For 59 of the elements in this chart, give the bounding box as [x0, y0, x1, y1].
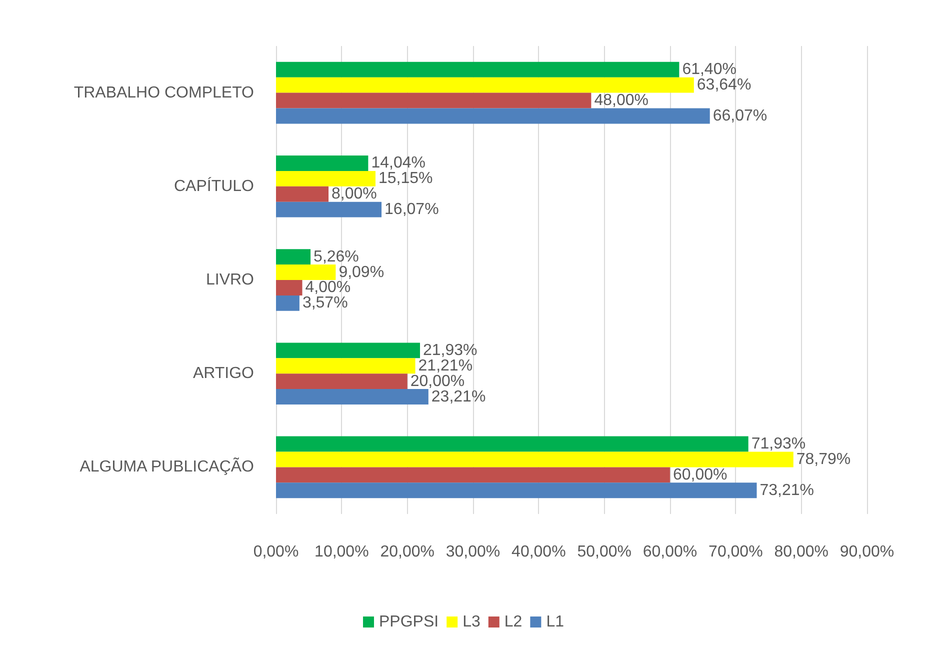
bar: [276, 264, 336, 280]
bar: [276, 77, 694, 93]
bar: [276, 62, 680, 78]
data-label: 63,64%: [696, 76, 752, 94]
x-tick-label: 60,00%: [642, 544, 698, 560]
data-label: 78,79%: [796, 450, 851, 468]
bar: [276, 186, 329, 202]
x-tick-label: 30,00%: [446, 544, 500, 560]
bar: [276, 202, 382, 218]
data-label: 14,04%: [371, 154, 426, 172]
x-tick-label: 80,00%: [774, 544, 828, 560]
bar: [276, 108, 710, 124]
data-label: 66,07%: [712, 107, 768, 124]
bar: [276, 170, 376, 186]
data-label: 73,21%: [760, 482, 814, 499]
data-label: 15,15%: [378, 170, 433, 188]
x-tick-label: 20,00%: [380, 544, 434, 560]
data-label: 60,00%: [673, 466, 728, 484]
data-label: 3,57%: [302, 294, 348, 312]
bar: [276, 280, 302, 296]
x-tick-label: 50,00%: [577, 544, 632, 560]
data-label: 16,07%: [384, 201, 439, 218]
bar: [276, 374, 408, 390]
bar: [276, 156, 368, 171]
bar: [276, 389, 428, 404]
legend-label: L1: [546, 614, 564, 630]
bar: [276, 295, 300, 311]
bar: [276, 452, 794, 468]
bar: [276, 342, 420, 358]
data-label: 21,93%: [423, 342, 478, 359]
x-tick-label: 70,00%: [708, 544, 763, 560]
bar: [276, 467, 670, 483]
data-label: 71,93%: [751, 436, 806, 453]
y-tick-label: CAPÍTULO: [174, 176, 254, 195]
legend-label: L2: [504, 614, 522, 630]
y-tick-label: TRABALHO COMPLETO: [74, 84, 254, 102]
bar: [276, 92, 592, 108]
bar: [276, 436, 748, 452]
x-tick-label: 90,00%: [840, 544, 894, 560]
y-tick-label: ALGUMA PUBLICAÇÃO: [80, 456, 254, 476]
legend-label: L3: [462, 614, 480, 630]
data-label: 8,00%: [332, 186, 377, 203]
x-tick-label: 10,00%: [314, 544, 369, 560]
bar: [276, 358, 416, 374]
bar: [276, 482, 757, 498]
bar: [276, 249, 311, 265]
data-label: 5,26%: [314, 248, 359, 266]
data-label: 4,00%: [305, 279, 351, 296]
legend-label: PPGPSI: [379, 614, 439, 630]
data-label: 61,40%: [682, 61, 736, 78]
data-label: 48,00%: [594, 92, 648, 110]
x-tick-label: 0,00%: [253, 544, 299, 560]
data-label: 9,09%: [338, 264, 384, 281]
x-tick-label: 40,00%: [512, 544, 566, 560]
y-tick-label: LIVRO: [206, 272, 254, 288]
data-label: 20,00%: [410, 372, 465, 390]
data-label: 21,21%: [418, 357, 473, 374]
y-tick-label: ARTIGO: [192, 365, 254, 382]
data-label: 23,21%: [431, 388, 486, 406]
